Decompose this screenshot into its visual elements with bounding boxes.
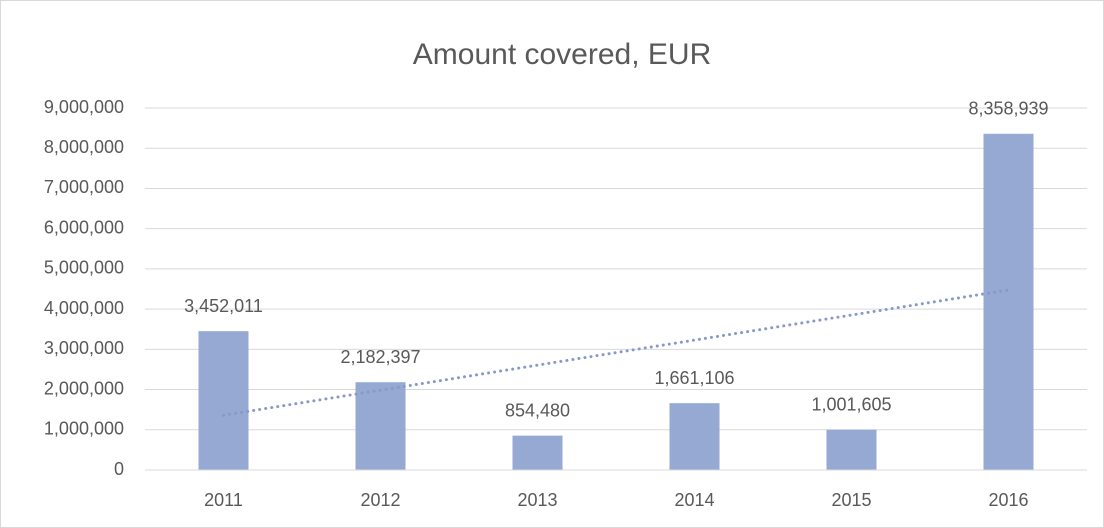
y-tick-label: 8,000,000 — [44, 137, 124, 157]
y-tick-label: 4,000,000 — [44, 298, 124, 318]
bar — [669, 403, 720, 470]
data-label: 1,661,106 — [654, 368, 734, 388]
data-label: 3,452,011 — [184, 296, 263, 316]
data-label: 854,480 — [505, 400, 570, 420]
x-tick-label: 2011 — [204, 490, 243, 510]
data-label: 1,001,605 — [811, 394, 891, 414]
bar — [983, 133, 1034, 470]
y-tick-label: 5,000,000 — [44, 258, 124, 278]
y-tick-label: 7,000,000 — [44, 177, 124, 197]
y-tick-label: 1,000,000 — [44, 419, 124, 439]
bar — [826, 429, 877, 470]
bar — [355, 382, 406, 470]
y-tick-label: 0 — [114, 459, 124, 479]
bar — [512, 435, 563, 470]
y-tick-label: 2,000,000 — [44, 378, 124, 398]
data-label: 8,358,939 — [968, 99, 1048, 119]
data-label: 2,182,397 — [340, 347, 420, 367]
bar — [198, 331, 249, 470]
x-tick-label: 2013 — [517, 490, 557, 510]
y-tick-label: 3,000,000 — [44, 338, 124, 358]
x-tick-label: 2015 — [831, 490, 871, 510]
y-tick-label: 6,000,000 — [44, 217, 124, 237]
y-tick-label: 9,000,000 — [44, 97, 124, 117]
x-tick-label: 2016 — [988, 490, 1028, 510]
x-tick-label: 2014 — [674, 490, 714, 510]
trendline — [222, 288, 1010, 417]
x-tick-label: 2012 — [360, 490, 400, 510]
chart-title: Amount covered, EUR — [413, 38, 711, 71]
